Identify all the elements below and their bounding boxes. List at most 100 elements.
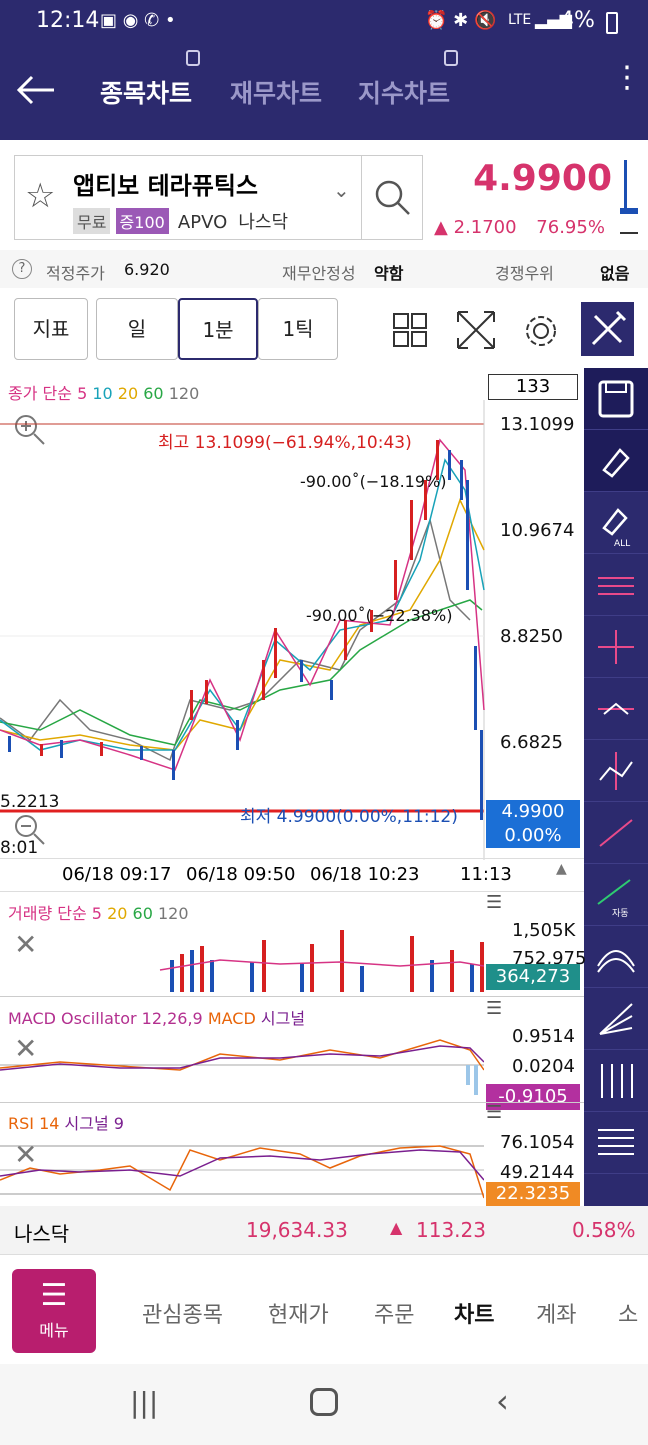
market: 나스닥 xyxy=(238,212,289,233)
left-price: 5.2213 xyxy=(0,792,60,812)
layout-grid-icon[interactable] xyxy=(392,312,428,348)
margin-tag: 증100 xyxy=(115,208,169,234)
close-icon[interactable]: ✕ xyxy=(14,928,38,961)
index-ticker-bar[interactable]: 나스닥 19,634.33 ▲ 113.23 0.58% xyxy=(0,1206,648,1254)
back-nav-icon[interactable]: ‹ xyxy=(496,1382,509,1420)
fibonacci-icon[interactable] xyxy=(584,1112,648,1174)
high-label: 최고 13.1099(−61.94%,10:43) xyxy=(158,433,412,453)
scroll-updown-icon[interactable]: ▲ xyxy=(556,861,567,877)
y-tick: 0.0204 xyxy=(512,1056,575,1077)
low-label: 최저 4.9900(0.00%,11:12) xyxy=(240,807,458,827)
app-header: 종목차트 재무차트 지수차트 ⋮ xyxy=(0,44,648,140)
panel-menu-icon[interactable]: ☰ xyxy=(486,1102,503,1123)
bottom-menu: ☰ 메뉴 관심종목 현재가 주문 차트 계좌 소 xyxy=(0,1254,648,1364)
period-1tick-button[interactable]: 1틱 xyxy=(258,298,338,360)
visible-count[interactable]: 133 xyxy=(488,374,578,400)
battery-icon xyxy=(606,12,618,34)
macd-chart xyxy=(0,1039,484,1095)
search-icon[interactable] xyxy=(373,178,413,218)
stock-selector[interactable]: ☆ 앱티보 테라퓨틱스 ⌄ 무료 증100 APVO 나스닥 xyxy=(14,155,423,240)
menu-button[interactable]: ☰ 메뉴 xyxy=(12,1269,96,1353)
volume-legend: 거래량 단순 5 20 60 120 xyxy=(8,904,189,923)
menu-item-watchlist[interactable]: 관심종목 xyxy=(142,1303,223,1328)
y-tick: 8.8250 xyxy=(500,626,563,647)
eraser-icon[interactable] xyxy=(584,430,648,492)
panel-menu-icon[interactable]: ☰ xyxy=(486,998,503,1019)
y-tick: 6.6825 xyxy=(500,732,563,753)
period-1min-button[interactable]: 1분 xyxy=(178,298,258,360)
menu-item-more[interactable]: 소 xyxy=(618,1303,639,1328)
rsi-chart xyxy=(0,1145,484,1199)
price-change: ▲ 2.1700 76.95% xyxy=(434,217,605,238)
cycle-line-icon[interactable] xyxy=(584,1050,648,1112)
cross-line-icon[interactable] xyxy=(584,616,648,678)
status-bar: 12:14 ▣ ◉ ✆ • ⏰ ✱ 🔇 LTE ▂▄▆ 4% xyxy=(0,0,648,44)
more-vertical-icon[interactable]: ⋮ xyxy=(612,60,642,95)
indicator-button[interactable]: 지표 xyxy=(14,298,88,360)
tab-popup-icon xyxy=(186,50,200,66)
volume-chart xyxy=(159,930,484,992)
system-nav-bar: ||| ‹ xyxy=(0,1364,648,1445)
tools-icon xyxy=(591,310,627,346)
help-icon[interactable]: ? xyxy=(12,259,32,279)
index-name: 나스닥 xyxy=(14,1222,70,1246)
angle-label-2: -90.00˚(−22.38%) xyxy=(306,606,453,625)
current-price: 4.9900 xyxy=(473,158,612,199)
price-chart[interactable] xyxy=(0,400,584,860)
auto-trend-icon[interactable]: 자동 xyxy=(584,864,648,926)
vertical-line-icon[interactable] xyxy=(584,740,648,802)
candles xyxy=(8,440,483,820)
eraser-all-icon[interactable]: ALL xyxy=(584,492,648,554)
menu-item-quote[interactable]: 현재가 xyxy=(268,1303,329,1328)
favorite-star-icon[interactable]: ☆ xyxy=(25,176,56,216)
system-icons: ⏰ ✱ 🔇 xyxy=(425,10,497,31)
fan-line-icon[interactable] xyxy=(584,988,648,1050)
chevron-down-icon[interactable]: ⌄ xyxy=(333,178,350,202)
tab-index-chart[interactable]: 지수차트 xyxy=(358,79,451,108)
y-tick: 13.1099 xyxy=(500,414,575,435)
y-tick: 49.2144 xyxy=(500,1162,575,1183)
rsi-legend: RSI 14 시그널 9 xyxy=(8,1114,124,1133)
battery-percent: 4% xyxy=(560,8,595,33)
tab-stock-chart[interactable]: 종목차트 xyxy=(100,79,193,108)
period-day-button[interactable]: 일 xyxy=(96,298,178,360)
y-tick: 76.1054 xyxy=(500,1132,575,1153)
recent-apps-icon[interactable]: ||| xyxy=(130,1386,159,1419)
index-value: 19,634.33 xyxy=(246,1218,348,1242)
index-pct: 0.58% xyxy=(572,1218,636,1242)
back-arrow-icon[interactable] xyxy=(16,74,56,106)
horizontal-line-icon[interactable] xyxy=(584,678,648,740)
signal-icon: ▂▄▆ xyxy=(535,10,572,29)
valuation-bar: ? 적정주가 6.920 재무안정성 약함 경쟁우위 없음 xyxy=(0,250,648,288)
settings-gear-icon[interactable] xyxy=(522,312,560,350)
home-icon[interactable] xyxy=(310,1388,338,1416)
left-time: 8:01 xyxy=(0,838,39,858)
menu-item-chart[interactable]: 차트 xyxy=(454,1303,495,1328)
macd-legend: MACD Oscillator 12,26,9 MACD 시그널 xyxy=(8,1009,306,1028)
expand-icon[interactable] xyxy=(456,310,496,350)
close-icon[interactable]: ✕ xyxy=(14,1032,38,1065)
macd-current-tag: -0.9105 xyxy=(486,1084,580,1110)
tools-button[interactable] xyxy=(581,302,634,356)
time-axis: 06/18 09:17 06/18 09:50 06/18 10:23 11:1… xyxy=(0,858,584,892)
panel-menu-icon[interactable]: ☰ xyxy=(486,892,503,913)
hcl-line-icon[interactable] xyxy=(584,554,648,616)
network-label: LTE xyxy=(508,12,532,28)
tab-finance-chart[interactable]: 재무차트 xyxy=(230,79,323,108)
volume-current-tag: 364,273 xyxy=(486,964,580,990)
arc-icon[interactable] xyxy=(584,926,648,988)
y-tick: 752,975 xyxy=(512,948,587,969)
drawing-tool-panel: ALL 자동 xyxy=(584,368,648,1208)
trend-line-icon[interactable] xyxy=(584,802,648,864)
tab-popup-icon xyxy=(444,50,458,66)
zoom-out-icon[interactable] xyxy=(12,812,46,846)
menu-item-order[interactable]: 주문 xyxy=(374,1303,415,1328)
save-icon[interactable] xyxy=(584,368,648,430)
ma-legend: 종가 단순 5 10 20 60 120 xyxy=(8,384,200,403)
rsi-current-tag: 22.3235 xyxy=(486,1182,580,1206)
y-tick: 10.9674 xyxy=(500,520,575,541)
zoom-in-icon[interactable] xyxy=(12,412,46,446)
menu-item-account[interactable]: 계좌 xyxy=(536,1303,577,1328)
up-arrow-icon: ▲ xyxy=(434,217,448,238)
angle-label-1: -90.00˚(−18.19%) xyxy=(300,472,447,491)
